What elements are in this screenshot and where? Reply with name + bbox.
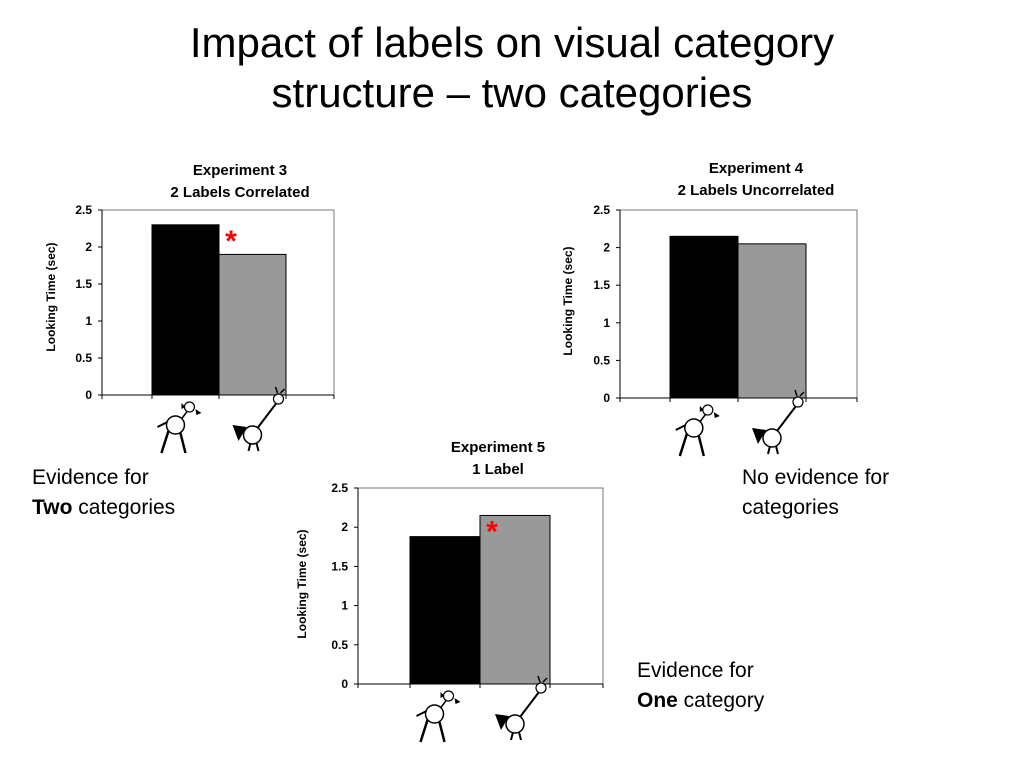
bar-creature-2 — [218, 253, 287, 396]
chart-1-round-creature-icon — [157, 401, 202, 454]
note-exp5-rest: category — [677, 689, 765, 712]
y-tick-label: 1.5 — [75, 277, 92, 291]
y-tick-label: 2 — [341, 520, 348, 534]
chart-2-title: Experiment 4 2 Labels Uncorrelated — [636, 158, 876, 202]
y-tick-label: 1 — [341, 599, 348, 613]
note-exp5-line1: Evidence for — [637, 659, 754, 682]
note-experiment-4: No evidence for categories — [742, 463, 889, 523]
chart-3-bird-creature-icon — [495, 675, 548, 741]
note-exp3-bold: Two — [32, 496, 73, 519]
y-tick-label: 1.5 — [593, 278, 610, 292]
chart-3-round-creature-icon — [416, 690, 461, 743]
note-exp3-rest: categories — [72, 496, 176, 519]
bar-creature-2 — [737, 243, 807, 399]
y-tick-label: 1 — [85, 314, 92, 328]
y-tick-label: 1.5 — [331, 559, 348, 573]
y-tick-label: 0.5 — [331, 638, 348, 652]
chart-3-title-line2: 1 Label — [472, 461, 524, 478]
y-tick-label: 1 — [603, 316, 610, 330]
note-experiment-5: Evidence for One category — [637, 656, 764, 716]
note-exp4-line2: categories — [742, 496, 839, 519]
bar-creature-1 — [151, 224, 220, 396]
chart-1-experiment-3: 0 0.5 1 1.5 2 2.5 * — [75, 203, 335, 454]
chart-2-experiment-4: 0 0.5 1 1.5 2 2.5 — [593, 203, 858, 457]
y-tick-label: 0.5 — [593, 353, 610, 367]
significance-marker: * — [486, 515, 498, 548]
chart-1-title: Experiment 3 2 Labels Correlated — [120, 160, 360, 204]
slide-title-line2: structure – two categories — [271, 69, 753, 116]
y-tick-label: 0 — [85, 388, 92, 402]
chart-1-bird-creature-icon — [232, 386, 286, 452]
y-tick-label: 2.5 — [75, 203, 92, 217]
chart-2-bird-creature-icon — [752, 389, 805, 455]
chart-2-title-line2: 2 Labels Uncorrelated — [677, 182, 835, 199]
chart-2-title-line1: Experiment 4 — [708, 160, 804, 177]
y-tick-label: 2.5 — [593, 203, 610, 217]
chart-3-experiment-5: 0 0.5 1 1.5 2 2.5 * — [331, 481, 604, 743]
significance-marker: * — [225, 225, 237, 258]
bar-creature-2 — [479, 514, 551, 685]
note-experiment-3: Evidence for Two categories — [32, 463, 175, 523]
y-tick-label: 0.5 — [75, 351, 92, 365]
bar-creature-1 — [669, 235, 739, 399]
chart-3-title: Experiment 5 1 Label — [378, 437, 618, 481]
chart-1-title-line2: 2 Labels Correlated — [170, 184, 310, 201]
slide-title: Impact of labels on visual category stru… — [0, 18, 1024, 118]
y-tick-label: 2 — [603, 241, 610, 255]
note-exp3-line1: Evidence for — [32, 466, 149, 489]
y-tick-label: 2 — [85, 240, 92, 254]
bar-creature-1 — [409, 536, 481, 685]
y-tick-label: 0 — [603, 391, 610, 405]
chart-2-round-creature-icon — [675, 404, 720, 457]
chart-3-title-line1: Experiment 5 — [450, 439, 546, 456]
note-exp5-bold: One — [637, 689, 678, 712]
y-tick-label: 2.5 — [331, 481, 348, 495]
chart-1-title-line1: Experiment 3 — [192, 162, 288, 179]
slide-title-line1: Impact of labels on visual category — [189, 19, 835, 66]
note-exp4-line1: No evidence for — [742, 466, 890, 489]
y-tick-label: 0 — [341, 677, 348, 691]
